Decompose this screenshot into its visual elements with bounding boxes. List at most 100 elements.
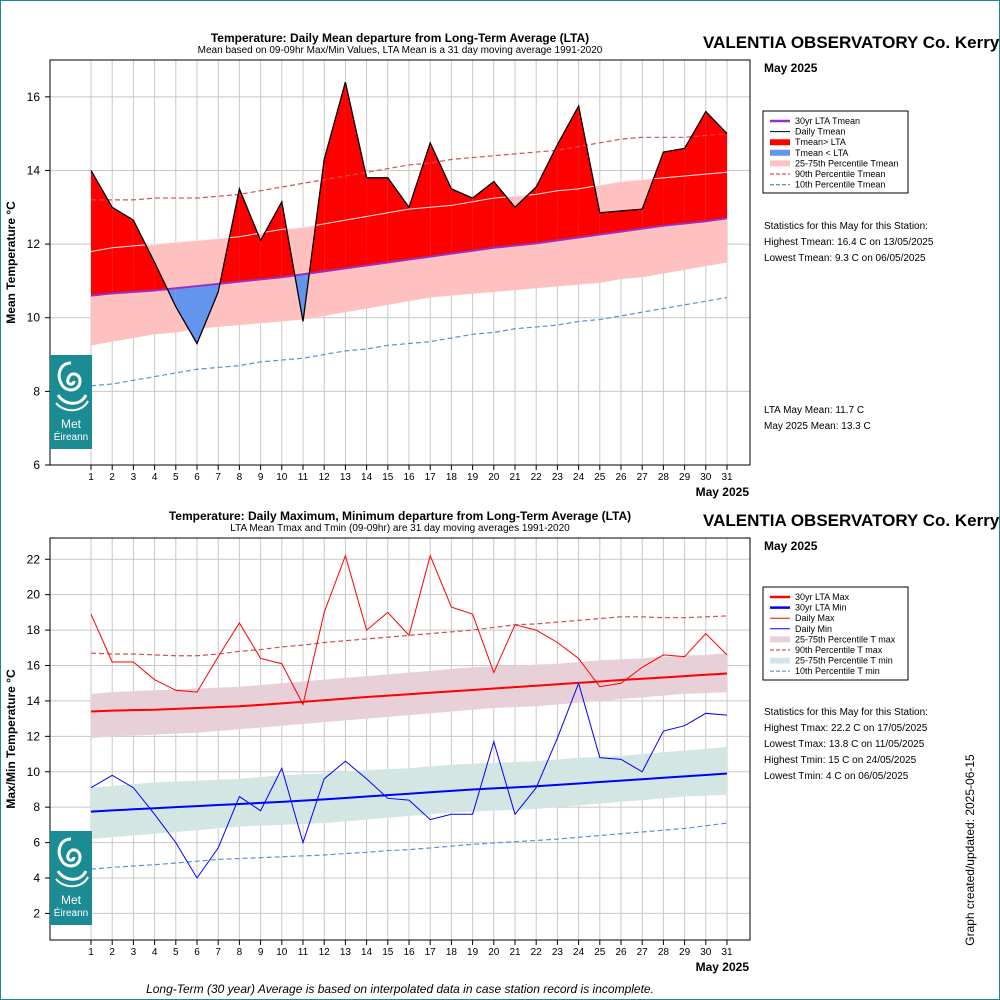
legend-label: Tmean> LTA: [795, 137, 846, 147]
fill-above-lta: [515, 187, 537, 246]
stats-line: Statistics for this May for this Station…: [764, 707, 928, 718]
fill-above-lta: [260, 201, 282, 280]
x-tick-label: 16: [403, 947, 415, 958]
x-tick-label: 24: [573, 947, 585, 958]
x-tick-label: 15: [382, 472, 394, 483]
legend-label: 30yr LTA Tmean: [795, 116, 860, 126]
line-10th-tmean: [90, 296, 728, 387]
y-tick-label: 2: [33, 906, 40, 920]
fill-above-lta: [536, 144, 558, 244]
stats-line: Lowest Tmax: 13.8 C on 11/05/2025: [764, 739, 925, 750]
x-tick-label: 12: [319, 947, 331, 958]
line-daily-tmean: [90, 81, 728, 345]
x-tick-label: 1: [88, 472, 94, 483]
logo-text-eireann: Éireann: [53, 432, 89, 443]
met-eireann-swirl-icon: [55, 837, 89, 888]
stats-line: Highest Tmean: 16.4 C on 13/05/2025: [764, 237, 934, 248]
plot-background: [50, 538, 750, 940]
y-tick-label: 12: [27, 237, 41, 251]
x-tick-label: 2: [109, 947, 115, 958]
chart-subtitle: LTA Mean Tmax and Tmin (09-09hr) are 31 …: [230, 523, 570, 534]
x-tick-label: 23: [552, 947, 564, 958]
legend-label: 10th Percentile T min: [795, 666, 880, 676]
stats-line: Highest Tmax: 22.2 C on 17/05/2025: [764, 723, 928, 734]
mean-line: May 2025 Mean: 13.3 C: [764, 421, 871, 432]
y-tick-label: 4: [33, 871, 40, 885]
x-tick-label: 21: [509, 947, 521, 958]
y-tick-label: 16: [27, 90, 41, 104]
x-tick-label: 19: [467, 947, 479, 958]
graph-created-caption: Graph created/updated: 2025-06-15: [963, 754, 977, 946]
x-tick-label: 9: [258, 472, 264, 483]
x-tick-label: 27: [637, 472, 649, 483]
fill-above-lta: [387, 177, 409, 263]
y-tick-label: 12: [27, 729, 41, 743]
legend-label: 25-75th Percentile T min: [795, 656, 893, 666]
fill-above-lta: [599, 210, 621, 235]
x-tick-label: 14: [361, 947, 373, 958]
x-tick-label: 5: [173, 472, 179, 483]
line-10th-tmin: [90, 822, 728, 870]
x-tick-label: 26: [615, 947, 627, 958]
x-tick-label: 21: [509, 472, 521, 483]
fill-above-lta: [324, 82, 346, 272]
x-tick-label: 31: [721, 472, 733, 483]
line-lta-max: [90, 672, 728, 713]
x-tick-label: 24: [573, 472, 585, 483]
y-tick-label: 10: [27, 765, 41, 779]
stats-line: Statistics for this May for this Station…: [764, 221, 928, 232]
fill-above-lta: [430, 142, 452, 257]
fill-above-lta: [91, 170, 113, 296]
x-tick-label: 26: [615, 472, 627, 483]
x-tick-label: 17: [425, 472, 437, 483]
x-tick-label: 28: [658, 947, 670, 958]
fill-above-lta: [133, 220, 155, 292]
x-tick-label: 4: [152, 472, 158, 483]
x-tick-label: 30: [700, 947, 712, 958]
fill-below-lta: [175, 286, 197, 344]
x-tick-label: 14: [361, 472, 373, 483]
x-tick-label: 15: [382, 947, 394, 958]
x-tick-label: 5: [173, 947, 179, 958]
fill-above-lta: [112, 207, 134, 294]
x-tick-label: 2: [109, 472, 115, 483]
x-tick-label: 29: [679, 472, 691, 483]
x-tick-label: 17: [425, 947, 437, 958]
x-axis-label: May 2025: [696, 960, 750, 974]
y-tick-label: 6: [33, 836, 40, 850]
y-tick-label: 10: [27, 311, 41, 325]
stats-line: Highest Tmin: 15 C on 24/05/2025: [764, 755, 917, 766]
x-tick-label: 11: [298, 472, 309, 483]
x-tick-label: 6: [194, 947, 200, 958]
x-tick-label: 13: [340, 472, 352, 483]
x-tick-label: 10: [276, 947, 288, 958]
fill-above-lta: [345, 82, 367, 269]
line-90th-tmean: [91, 133, 728, 201]
y-tick-label: 6: [33, 458, 40, 472]
logo-text-met: Met: [60, 417, 81, 431]
footnote: Long-Term (30 year) Average is based on …: [146, 982, 654, 996]
x-tick-label: 3: [131, 947, 137, 958]
x-tick-label: 18: [446, 472, 458, 483]
x-tick-label: 11: [298, 947, 309, 958]
fill-above-lta: [578, 106, 600, 238]
y-axis-label: Max/Min Temperature °C: [4, 669, 18, 809]
legend-label: 90th Percentile Tmean: [795, 169, 885, 179]
legend-box: [762, 586, 909, 681]
station-name: VALENTIA OBSERVATORY Co. Kerry: [703, 511, 1000, 530]
y-tick-label: 20: [27, 588, 41, 602]
chart-1: [45, 59, 909, 470]
chart-title: Temperature: Daily Maximum, Minimum depa…: [169, 509, 631, 523]
stats-line: Lowest Tmean: 9.3 C on 06/05/2025: [764, 253, 926, 264]
x-tick-label: 19: [467, 472, 479, 483]
x-tick-label: 4: [152, 947, 158, 958]
x-tick-label: 20: [488, 472, 500, 483]
fill-above-lta: [621, 209, 643, 232]
x-tick-label: 22: [531, 947, 543, 958]
month-label: May 2025: [764, 61, 818, 75]
x-tick-label: 1: [88, 947, 94, 958]
x-tick-label: 6: [194, 472, 200, 483]
fill-above-lta: [705, 111, 727, 222]
line-90th-tmax: [90, 615, 728, 657]
x-tick-label: 20: [488, 947, 500, 958]
